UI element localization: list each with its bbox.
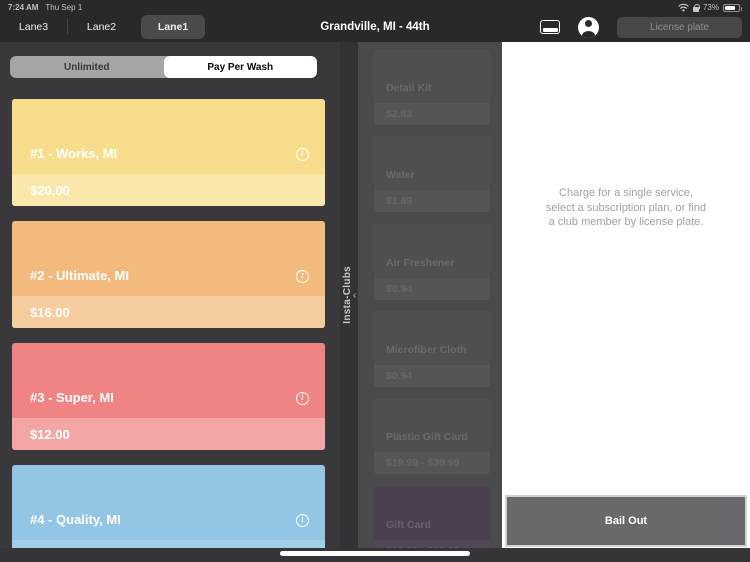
lane-divider [67,19,68,35]
product-name: Microfiber Cloth [386,344,467,356]
plan-price: $16.00 [30,304,70,320]
home-indicator[interactable] [280,551,470,556]
status-bar-left: 7:24 AM Thu Sep 1 [8,3,82,12]
bottom-bar [0,548,750,562]
bail-out-button[interactable]: Bail Out [505,495,747,547]
empty-state-message: Charge for a single service, select a su… [545,187,707,228]
wifi-icon [678,3,689,12]
plan-name: #1 - Works, MI [30,146,118,161]
plan-name: #4 - Quality, MI [30,512,121,527]
tab-lane1[interactable]: Lane1 [141,15,205,39]
insta-clubs-drawer-handle[interactable]: Insta-Clubs ‹ [340,42,358,548]
product-name: Gift Card [386,519,431,531]
segment-unlimited[interactable]: Unlimited [63,61,110,73]
segment-pay-per-wash[interactable]: Pay Per Wash [163,56,317,78]
wash-plan-card-2[interactable]: #2 - Ultimate, MI i $16.00 [12,221,325,328]
product-price: $1.89 [386,195,413,207]
info-icon[interactable]: i [296,270,309,283]
product-price: $19.99 - $39.99 [386,457,460,469]
product-card-microfiber-cloth[interactable]: Microfiber Cloth $0.94 [374,311,490,387]
product-card-water[interactable]: Water $1.89 [374,136,490,212]
wash-plan-card-3[interactable]: #3 - Super, MI i $12.00 [12,343,325,450]
account-icon[interactable] [578,16,599,38]
product-card-detail-kit[interactable]: Detail Kit $2.83 [374,49,490,125]
battery-icon [723,3,742,12]
info-icon[interactable]: i [296,514,309,527]
cash-drawer-icon[interactable] [540,20,560,34]
product-price: $2.83 [386,108,413,120]
nav-right-cluster [540,12,742,42]
wash-plan-card-1[interactable]: #1 - Works, MI i $20.00 [12,99,325,206]
top-bar: 7:24 AM Thu Sep 1 73% Lane3 Lane2 Lane1 [0,0,750,42]
license-plate-input[interactable] [617,16,742,38]
plan-price: $20.00 [30,182,70,198]
product-name: Plastic Gift Card [386,431,468,443]
product-price: $0.94 [386,370,413,382]
lock-icon [692,3,700,12]
product-name: Water [386,169,415,181]
chevron-left-icon: ‹ [352,289,357,301]
nav-bar: Lane3 Lane2 Lane1 Grandville, MI - 44th [0,12,750,42]
product-name: Air Freshener [386,257,455,269]
status-date: Thu Sep 1 [45,3,83,12]
plan-type-segmented-control: Unlimited Pay Per Wash [10,56,317,78]
info-icon[interactable]: i [296,148,309,161]
insta-clubs-label: Insta-Clubs [341,266,353,324]
lane-tabs: Lane3 Lane2 Lane1 [0,12,205,42]
info-icon[interactable]: i [296,392,309,405]
product-name: Detail Kit [386,82,432,94]
product-card-plastic-gift-card[interactable]: Plastic Gift Card $19.99 - $39.99 [374,398,490,474]
plan-price: $12.00 [30,426,70,442]
status-bar-right: 73% [678,3,742,12]
plan-name: #2 - Ultimate, MI [30,268,129,283]
plan-name: #3 - Super, MI [30,390,114,405]
product-price: $0.94 [386,283,413,295]
tab-lane3[interactable]: Lane3 [18,21,49,33]
status-time: 7:24 AM [8,3,39,12]
product-card-air-freshener[interactable]: Air Freshener $0.94 [374,224,490,300]
tab-lane2[interactable]: Lane2 [86,21,117,33]
detail-panel: Charge for a single service, select a su… [502,42,750,548]
battery-percent: 73% [702,3,719,12]
